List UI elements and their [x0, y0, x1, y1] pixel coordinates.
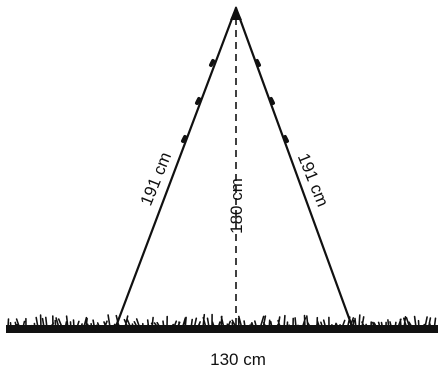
left-pole — [113, 6, 238, 331]
left-side-label: 191 cm — [137, 150, 176, 209]
ground-grass — [6, 313, 438, 333]
right-pole — [234, 6, 355, 331]
base-label: 130 cm — [210, 350, 266, 369]
height-label: 180 cm — [227, 178, 246, 234]
apex-tip — [230, 6, 242, 20]
left-pole-lashings — [181, 59, 215, 143]
right-pole-lashings — [255, 59, 289, 143]
